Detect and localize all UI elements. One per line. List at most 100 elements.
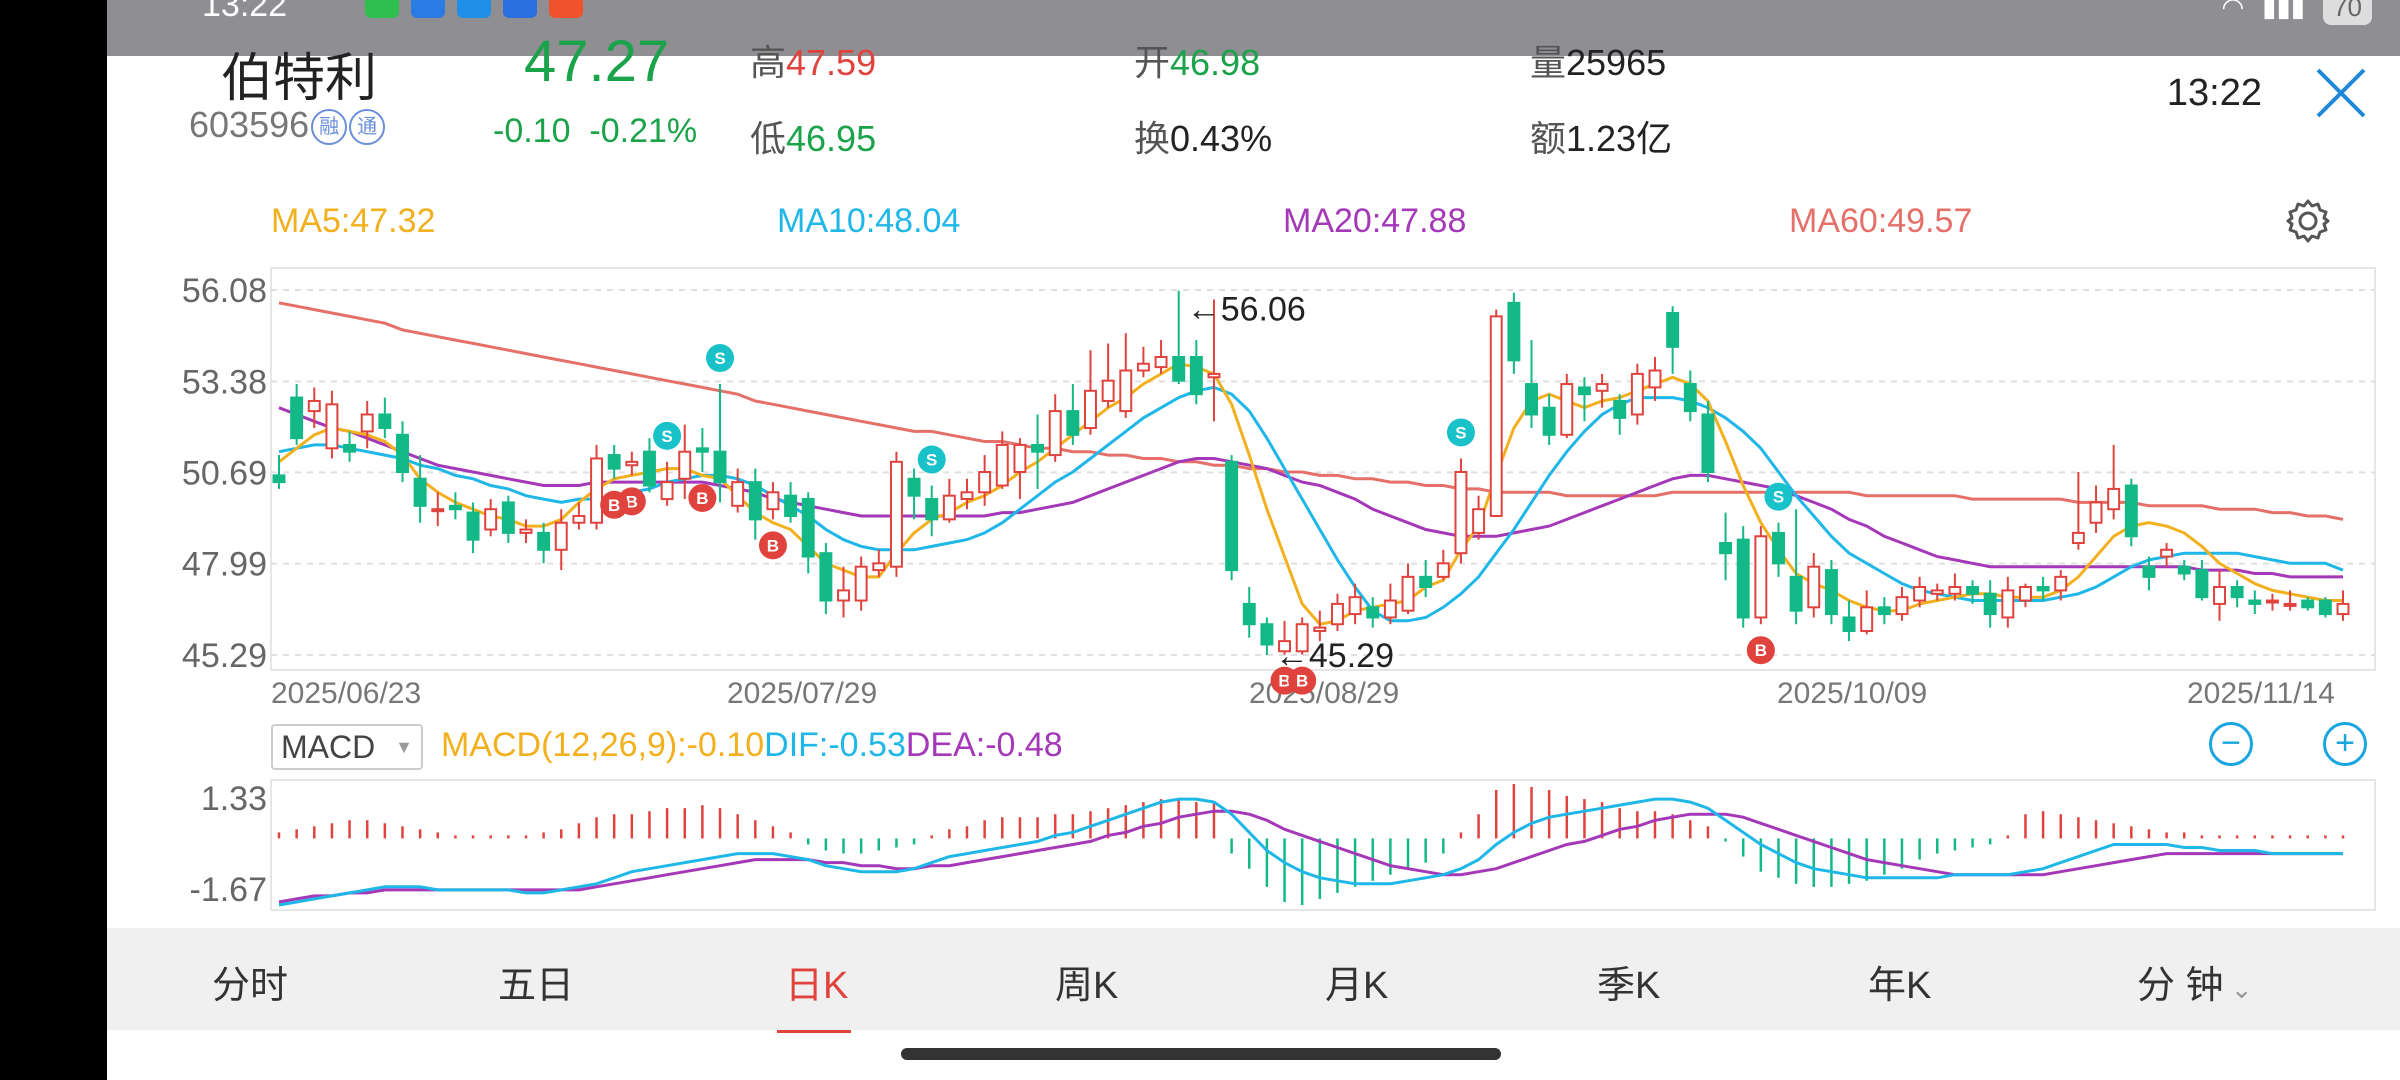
tab-minute[interactable]: 分 钟 ⌄ <box>2137 954 2253 1009</box>
amount-value: 1.23亿 <box>1566 118 1673 159</box>
candlestick <box>1278 620 1292 655</box>
candle-body <box>1560 383 1574 436</box>
candle-body <box>590 457 604 524</box>
high-label: 高 <box>750 42 787 83</box>
candlestick <box>748 468 762 540</box>
buy-signal-marker: B <box>758 531 787 560</box>
tab-daily-k[interactable]: 日K <box>785 965 849 1007</box>
signal-dot <box>653 421 682 450</box>
indicator-select[interactable]: MACD ▼ <box>271 724 423 770</box>
candlestick <box>290 384 304 445</box>
candlestick <box>2018 583 2032 608</box>
candle-body <box>1260 623 1274 646</box>
high-value: 47.59 <box>786 42 877 83</box>
signal-dot <box>1764 482 1793 511</box>
candlestick <box>1913 576 1927 608</box>
tab-yearly-k[interactable]: 年K <box>1868 965 1932 1007</box>
candlestick <box>554 509 568 571</box>
candlestick <box>1860 590 1874 635</box>
candle-body <box>978 470 992 494</box>
candlestick <box>1983 580 1997 628</box>
turnover-stat: 换0.43% <box>1134 110 1272 162</box>
tab-quarterly-k[interactable]: 季K <box>1597 965 1661 1007</box>
candlestick <box>1136 346 1150 378</box>
candlestick <box>1613 394 1627 435</box>
candlestick <box>1789 509 1803 625</box>
macd-frame <box>270 779 2376 911</box>
candle-body <box>1348 596 1362 616</box>
candle-body <box>396 433 409 473</box>
app-screen: 13:22 ◠ ▮▮▮ 70 伯特利 603596 融通 47.27 -0.10 … <box>107 0 2400 1080</box>
candle-body <box>2001 589 2015 619</box>
tab-monthly-k[interactable]: 月K <box>1325 965 1389 1007</box>
kline-y-tick-label: 47.99 <box>182 546 267 584</box>
open-label: 开 <box>1134 42 1171 83</box>
candlestick <box>431 492 445 527</box>
signal-label: B <box>696 489 708 508</box>
candlestick <box>1595 373 1609 408</box>
signal-label: S <box>1773 488 1784 507</box>
candlestick <box>1242 587 1256 638</box>
candlestick <box>713 384 727 503</box>
candlestick <box>1207 299 1221 422</box>
kline-chart[interactable]: 56.08 53.38 50.69 47.99 45.29 2025/06/23 2025… <box>107 0 2400 928</box>
tab-weekly-k[interactable]: 周K <box>1055 965 1119 1007</box>
home-indicator[interactable] <box>901 1048 1501 1060</box>
candle-body <box>572 514 586 524</box>
candlestick <box>854 556 868 611</box>
tab-minute-label: 分 钟 <box>2137 965 2224 1007</box>
stock-code-row: 603596 融通 <box>189 104 386 146</box>
buy-signal-marker: B <box>600 490 629 519</box>
candle-body <box>1084 389 1097 430</box>
close-icon[interactable] <box>2314 66 2368 120</box>
macd-y-tick-label: -1.67 <box>190 871 268 909</box>
candle-body <box>1048 410 1062 457</box>
low-price-annotation: ←45.29 <box>1275 637 1394 675</box>
kline-y-tick-label: 50.69 <box>182 454 267 492</box>
price-change: -0.10 <box>493 112 571 150</box>
candlestick <box>1472 495 1486 540</box>
tab-intraday[interactable]: 分时 <box>212 965 289 1007</box>
gear-icon[interactable] <box>2285 198 2331 244</box>
candlestick <box>360 400 374 449</box>
candle-body <box>925 498 939 521</box>
candle-body <box>1824 569 1838 616</box>
candle-body <box>1877 606 1891 616</box>
candlestick <box>872 549 886 577</box>
price-change-pct: -0.21% <box>589 112 698 150</box>
candlestick <box>1507 292 1521 374</box>
candlestick <box>1683 370 1697 422</box>
candle-body <box>343 443 357 453</box>
battery-indicator: 70 <box>2323 0 2372 25</box>
candlestick <box>819 543 833 615</box>
candle-body <box>889 460 903 568</box>
zoom-out-button[interactable]: − <box>2209 722 2253 766</box>
candlestick <box>484 499 498 537</box>
candlestick <box>1772 522 1785 577</box>
candle-body <box>801 498 815 558</box>
candle-body <box>1595 383 1609 392</box>
candle-body <box>837 589 850 602</box>
candle-body <box>2195 569 2209 599</box>
candle-body <box>1719 542 1733 555</box>
zoom-in-button[interactable]: + <box>2323 722 2367 766</box>
tab-five-day[interactable]: 五日 <box>498 965 575 1007</box>
candle-body <box>1436 562 1450 578</box>
volume-label: 量 <box>1530 42 1567 83</box>
candlestick <box>2036 576 2050 601</box>
candle-body <box>1525 383 1538 416</box>
candle-body <box>1860 606 1874 632</box>
low-value: 46.95 <box>786 118 877 159</box>
candlestick <box>784 482 798 523</box>
candlestick <box>660 461 674 506</box>
candle-body <box>1577 386 1591 396</box>
candlestick <box>1295 617 1309 655</box>
candle-body <box>1489 315 1503 517</box>
candle-body <box>1154 355 1168 369</box>
kline-y-tick-label: 53.38 <box>182 363 267 401</box>
chevron-down-icon: ⌄ <box>2223 974 2253 1004</box>
candle-body <box>1648 369 1662 389</box>
candle-body <box>872 562 886 572</box>
candlestick <box>607 444 621 479</box>
candle-body <box>554 521 568 551</box>
